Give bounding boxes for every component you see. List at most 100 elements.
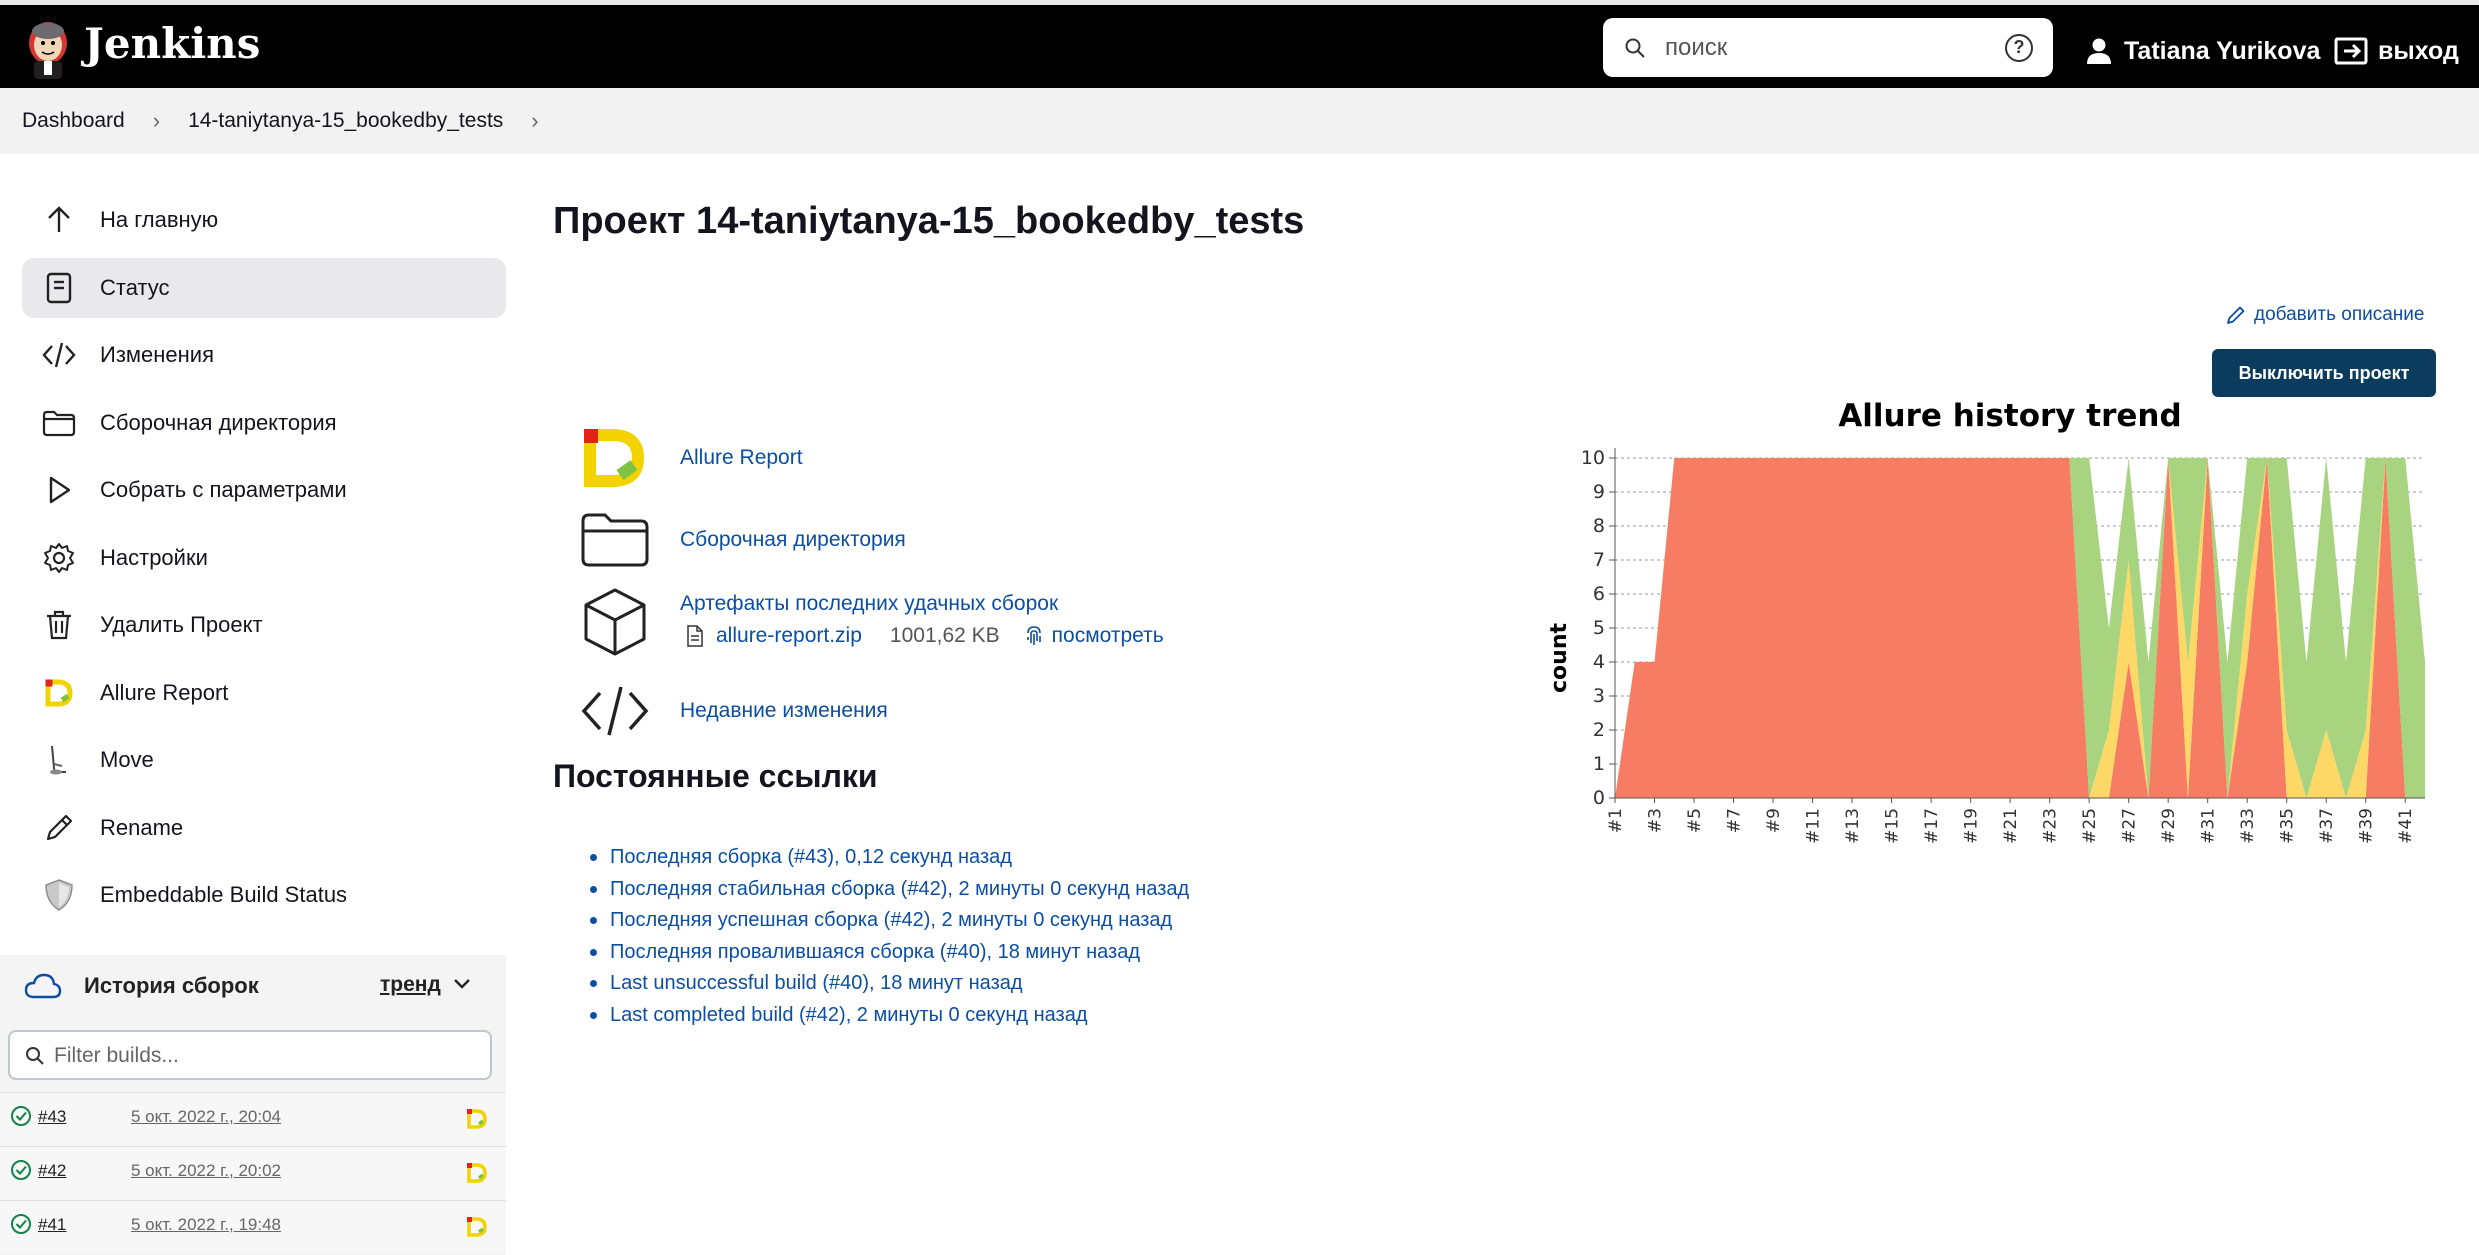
build-number-link[interactable]: #43 [38, 1107, 67, 1126]
breadcrumb-dashboard[interactable]: Dashboard [22, 109, 125, 132]
permalink-last-successful[interactable]: Последняя успешная сборка (#42), 2 минут… [590, 905, 1189, 937]
search-input[interactable] [1665, 28, 1985, 68]
action-allure-report: Allure Report [579, 422, 803, 494]
y-tick-label: 10 [1581, 447, 1605, 469]
trend-link[interactable]: тренд [380, 973, 441, 996]
x-tick-label: #9 [1764, 808, 1784, 833]
build-history-header: История сборок [0, 955, 506, 1017]
disable-project-button[interactable]: Выключить проект [2212, 349, 2436, 397]
build-number-link[interactable]: #42 [38, 1161, 67, 1180]
folder-icon[interactable] [579, 504, 651, 576]
permalink-last-unsuccessful[interactable]: Last unsuccessful build (#40), 18 минут … [590, 968, 1189, 1000]
allure-report-link[interactable]: Allure Report [680, 446, 803, 469]
task-move[interactable]: Move [22, 730, 506, 790]
task-delete[interactable]: Удалить Проект [22, 595, 506, 655]
build-date-link[interactable]: 5 окт. 2022 г., 20:04 [131, 1107, 281, 1126]
page-title: Проект 14-taniytanya-15_bookedby_tests [553, 200, 1305, 242]
allure-icon[interactable] [466, 1216, 488, 1238]
x-tick-label: #31 [2199, 808, 2219, 844]
y-tick-label: 7 [1593, 549, 1605, 571]
brand-name[interactable]: Jenkins [84, 19, 261, 68]
task-rename[interactable]: Rename [22, 798, 506, 858]
allure-icon[interactable] [466, 1108, 488, 1130]
task-build-with-params[interactable]: Собрать с параметрами [22, 460, 506, 520]
user-name: Tatiana Yurikova [2124, 36, 2321, 65]
permalink-last-completed[interactable]: Last completed build (#42), 2 минуты 0 с… [590, 1000, 1189, 1032]
build-number-link[interactable]: #41 [38, 1215, 67, 1234]
pencil-icon [2227, 306, 2245, 324]
task-embeddable-build-status[interactable]: Embeddable Build Status [22, 865, 506, 925]
breadcrumb-project[interactable]: 14-taniytanya-15_bookedby_tests [188, 109, 504, 132]
x-tick-label: #5 [1685, 808, 1705, 833]
task-label: Статус [100, 274, 170, 300]
task-allure-report[interactable]: Allure Report [22, 663, 506, 723]
add-description-link[interactable]: добавить описание [2226, 304, 2424, 326]
y-tick-label: 4 [1593, 651, 1605, 673]
file-icon [687, 625, 703, 647]
task-workspace[interactable]: Сборочная директория [22, 393, 506, 453]
task-label: Собрать с параметрами [100, 477, 347, 502]
x-tick-label: #33 [2238, 808, 2258, 844]
x-tick-label: #11 [1804, 808, 1824, 844]
search-icon [26, 1047, 44, 1065]
shield-icon [42, 878, 76, 912]
chevron-down-icon[interactable] [452, 977, 472, 991]
allure-icon[interactable] [466, 1162, 488, 1184]
x-tick-label: #19 [1962, 808, 1982, 844]
task-status[interactable]: Статус [22, 257, 506, 318]
y-tick-label: 3 [1593, 685, 1605, 707]
user-link[interactable]: Tatiana Yurikova [2086, 33, 2320, 69]
build-history-title: История сборок [84, 973, 259, 998]
build-date-link[interactable]: 5 окт. 2022 г., 20:02 [131, 1161, 281, 1180]
folder-icon [42, 406, 76, 440]
trash-icon [42, 608, 76, 642]
x-tick-label: #39 [2357, 808, 2377, 844]
x-tick-label: #15 [1883, 808, 1903, 844]
artifacts-link[interactable]: Артефакты последних удачных сборок [680, 592, 1059, 615]
permalinks-title: Постоянные ссылки [553, 758, 878, 794]
y-tick-label: 0 [1593, 787, 1605, 809]
task-changes[interactable]: Изменения [22, 325, 506, 385]
artifact-view-link[interactable]: посмотреть [1051, 624, 1164, 647]
x-tick-label: #21 [2001, 808, 2021, 844]
y-tick-label: 8 [1593, 515, 1605, 537]
fingerprint-icon [1026, 626, 1041, 645]
x-tick-label: #1 [1606, 808, 1626, 833]
x-tick-label: #3 [1646, 808, 1666, 833]
task-label: Move [100, 747, 154, 772]
permalink-last-stable[interactable]: Последняя стабильная сборка (#42), 2 мин… [590, 874, 1189, 906]
chevron-right-icon[interactable]: › [531, 108, 539, 133]
recent-changes-link[interactable]: Недавние изменения [680, 699, 888, 722]
document-icon [42, 271, 76, 305]
x-tick-label: #23 [2041, 808, 2061, 844]
task-label: Удалить Проект [100, 612, 263, 637]
chevron-right-icon: › [152, 108, 161, 133]
x-tick-label: #37 [2317, 808, 2337, 844]
action-recent-changes: Недавние изменения [579, 675, 888, 747]
allure-history-trend-chart[interactable]: Allure history trend 0 1 2 3 4 5 6 7 8 9 10 #1 #3 #5 #7… [1540, 390, 2440, 860]
task-configure[interactable]: Настройки [22, 528, 506, 588]
logout-label: выход [2378, 36, 2459, 65]
x-tick-label: #25 [2080, 808, 2100, 844]
build-date-link[interactable]: 5 окт. 2022 г., 19:48 [131, 1215, 281, 1234]
move-icon [42, 743, 76, 777]
workspace-link[interactable]: Сборочная директория [680, 528, 906, 551]
permalink-last-failed[interactable]: Последняя провалившаяся сборка (#40), 18… [590, 937, 1189, 969]
code-icon[interactable] [579, 675, 651, 747]
task-home[interactable]: На главную [22, 190, 506, 250]
user-icon [2087, 38, 2111, 64]
artifact-file-link[interactable]: allure-report.zip [716, 624, 862, 647]
filter-builds-input[interactable] [54, 1040, 474, 1072]
allure-icon[interactable] [579, 422, 651, 494]
help-icon[interactable]: ? [2005, 34, 2033, 62]
search-box: ? [1603, 18, 2053, 77]
success-icon [11, 1160, 31, 1180]
action-artifacts: Артефакты последних удачных сборок [579, 586, 1058, 658]
jenkins-logo-icon[interactable] [22, 19, 74, 81]
build-row: #42 5 окт. 2022 г., 20:02 [0, 1146, 506, 1199]
logout-link[interactable]: выход [2334, 33, 2459, 69]
package-icon [579, 586, 651, 658]
success-icon [11, 1214, 31, 1234]
y-tick-label: 1 [1593, 753, 1605, 775]
permalink-last-build[interactable]: Последняя сборка (#43), 0,12 секунд наза… [590, 842, 1189, 874]
